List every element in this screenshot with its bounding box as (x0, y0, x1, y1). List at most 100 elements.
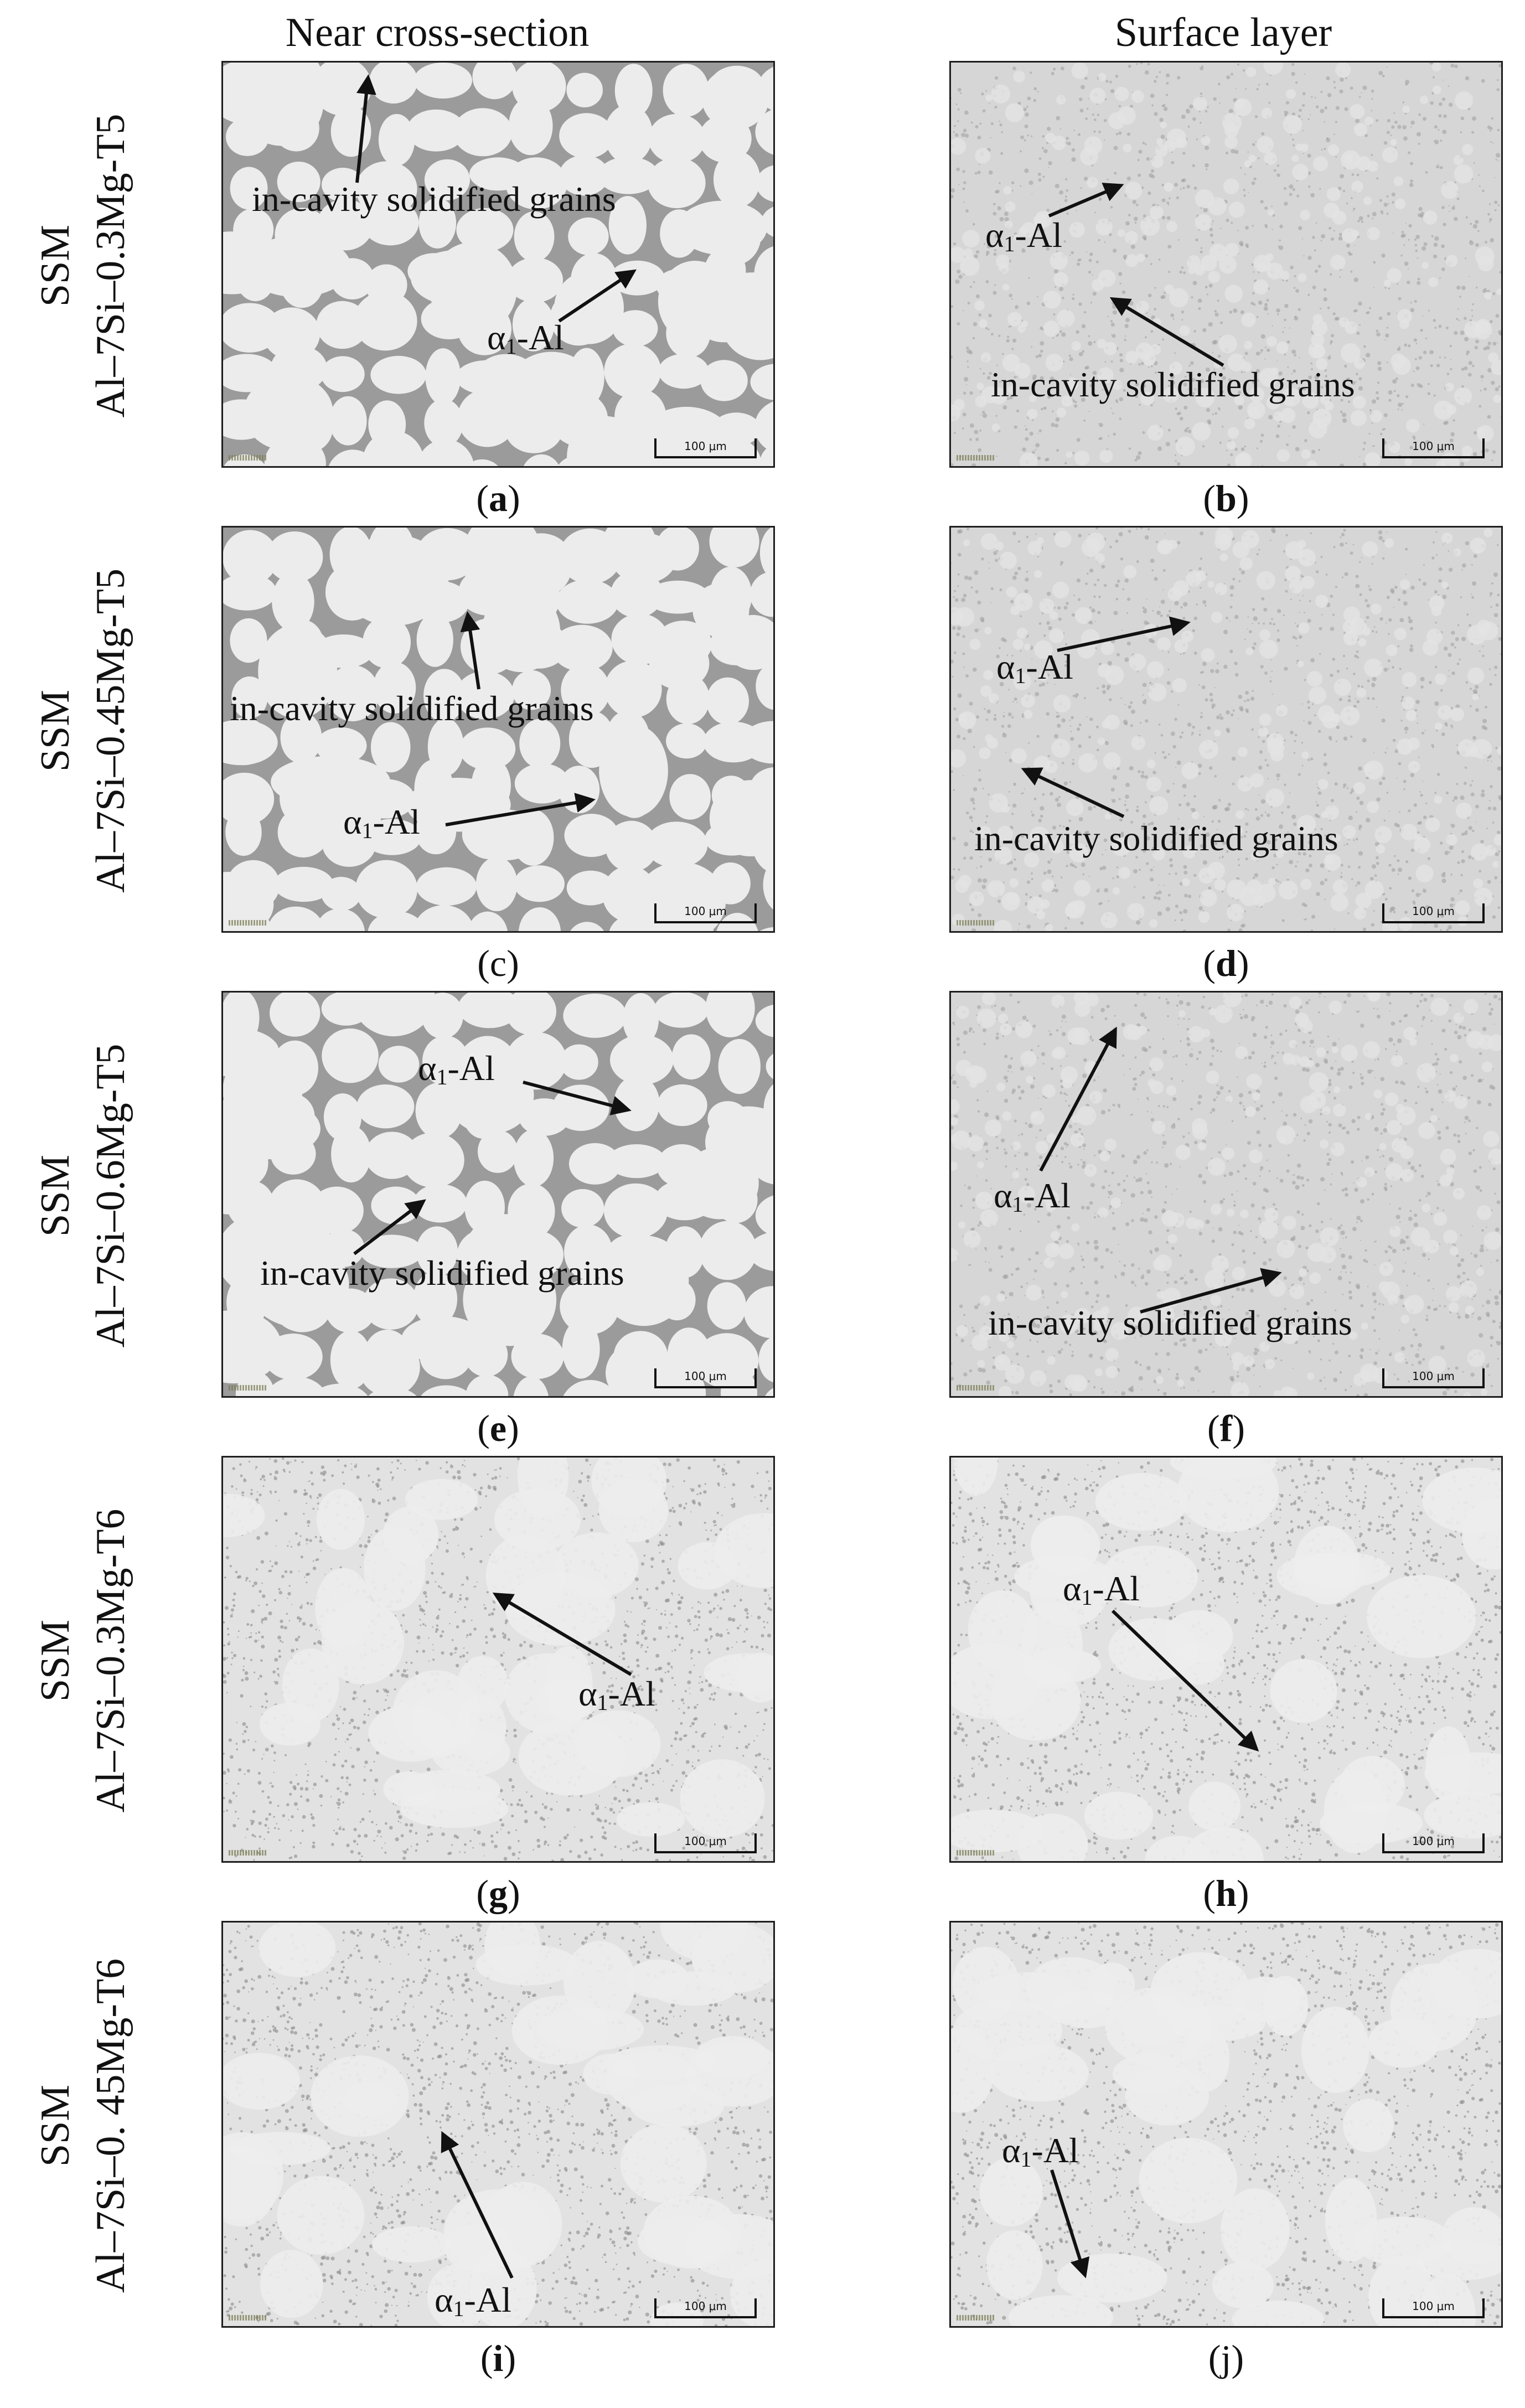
scale-bar-label: 100 μm (684, 905, 727, 918)
annotation-label: α1-Al (435, 2280, 511, 2322)
microscope-label (957, 1850, 995, 1856)
row-label: SSM Al–7Si–0.45Mg-T5 (0, 526, 166, 936)
scale-bar: 100 μm (1382, 903, 1485, 923)
annotation-label: α1-Al (994, 1176, 1071, 1217)
microscope-label (957, 920, 995, 926)
micrograph-texture (951, 1458, 1501, 1861)
micrograph-g: 100 μm (221, 1456, 775, 1863)
panel-caption: (c) (477, 942, 519, 984)
scale-bar: 100 μm (1382, 2298, 1485, 2318)
panel-caption: (i) (480, 2337, 516, 2379)
caption-letter: i (493, 2337, 504, 2379)
row-label-process: SSM (33, 689, 78, 772)
panel-caption: (f) (1207, 1407, 1245, 1449)
row-label-process: SSM (33, 224, 78, 307)
annotation-label: in-cavity solidified grains (252, 179, 616, 219)
micrograph-j: 100 μm (949, 1921, 1503, 2328)
panel-caption: (d) (1203, 942, 1249, 984)
row-label: SSM Al–7Si–0. 45Mg-T6 (0, 1921, 166, 2331)
row-label-process: SSM (33, 1154, 78, 1237)
row-label-alloy: Al–7Si–0. 45Mg-T6 (88, 1958, 133, 2293)
scale-bar-label: 100 μm (684, 440, 727, 453)
annotation-label: α1-Al (985, 215, 1062, 257)
panel-caption: (b) (1203, 477, 1249, 519)
annotation-label: α1-Al (418, 1048, 495, 1090)
microscope-label (229, 455, 267, 461)
row-label: SSM Al–7Si–0.3Mg-T5 (0, 61, 166, 471)
column-heading-surface: Surface layer (1114, 10, 1332, 55)
row-label-alloy: Al–7Si–0.3Mg-T6 (88, 1508, 133, 1813)
micrograph-a: 100 μm (221, 61, 775, 468)
micrograph-h: 100 μm (949, 1456, 1503, 1863)
annotation-label: α1-Al (487, 318, 564, 359)
microscope-label (957, 1385, 995, 1391)
scale-bar: 100 μm (1382, 1368, 1485, 1388)
micrograph-texture (951, 1923, 1501, 2326)
panel-caption: (a) (476, 477, 520, 519)
micrograph-texture (223, 993, 773, 1396)
row-label-alloy: Al–7Si–0.45Mg-T5 (88, 569, 133, 893)
micrograph-texture (951, 528, 1501, 931)
microscope-label (957, 455, 995, 461)
microscope-label (229, 920, 267, 926)
micrograph-texture (223, 1923, 773, 2326)
scale-bar: 100 μm (654, 1368, 757, 1388)
caption-letter: d (1216, 942, 1237, 984)
micrograph-e: 100 μm (221, 991, 775, 1398)
microscope-label (229, 1850, 267, 1856)
annotation-label: in-cavity solidified grains (230, 689, 594, 728)
micrograph-b: 100 μm (949, 61, 1503, 468)
annotation-label: in-cavity solidified grains (991, 365, 1355, 404)
scale-bar-label: 100 μm (684, 2300, 727, 2313)
row-label-alloy: Al–7Si–0.3Mg-T5 (88, 113, 133, 418)
caption-letter: a (489, 477, 508, 519)
annotation-label: α1-Al (1002, 2131, 1079, 2172)
micrograph-c: 100 μm (221, 526, 775, 933)
scale-bar-label: 100 μm (1412, 1835, 1455, 1848)
panel-caption: (h) (1203, 1872, 1249, 1914)
annotation-label: in-cavity solidified grains (988, 1303, 1352, 1342)
row-label-alloy: Al–7Si–0.6Mg-T5 (88, 1043, 133, 1348)
caption-letter: f (1219, 1407, 1233, 1449)
scale-bar-label: 100 μm (1412, 1370, 1455, 1383)
caption-letter: h (1216, 1872, 1237, 1914)
microscope-label (229, 2315, 267, 2321)
scale-bar: 100 μm (1382, 1833, 1485, 1853)
row-label: SSM Al–7Si–0.6Mg-T5 (0, 991, 166, 1401)
scale-bar: 100 μm (654, 2298, 757, 2318)
scale-bar-label: 100 μm (684, 1835, 727, 1848)
micrograph-i: 100 μm (221, 1921, 775, 2328)
micrograph-texture (223, 528, 773, 931)
panel-caption: (g) (476, 1872, 520, 1914)
caption-letter: j (1221, 2337, 1232, 2379)
scale-bar-label: 100 μm (1412, 905, 1455, 918)
micrograph-texture (951, 63, 1501, 466)
caption-letter: g (489, 1872, 508, 1914)
row-label: SSM Al–7Si–0.3Mg-T6 (0, 1456, 166, 1866)
caption-letter: e (489, 1407, 507, 1449)
row-label-process: SSM (33, 2084, 78, 2167)
scale-bar-label: 100 μm (1412, 2300, 1455, 2313)
caption-letter: b (1216, 477, 1237, 519)
scale-bar: 100 μm (654, 438, 757, 458)
annotation-label: in-cavity solidified grains (260, 1253, 624, 1293)
micrograph-texture (223, 1458, 773, 1861)
scale-bar: 100 μm (654, 1833, 757, 1853)
caption-letter: c (489, 942, 507, 984)
microscope-label (957, 2315, 995, 2321)
row-label-process: SSM (33, 1619, 78, 1702)
annotation-label: in-cavity solidified grains (974, 819, 1338, 858)
scale-bar: 100 μm (654, 903, 757, 923)
scale-bar: 100 μm (1382, 438, 1485, 458)
annotation-label: α1-Al (578, 1674, 655, 1715)
micrograph-d: 100 μm (949, 526, 1503, 933)
annotation-label: α1-Al (343, 802, 420, 844)
panel-caption: (j) (1208, 2337, 1244, 2379)
scale-bar-label: 100 μm (1412, 440, 1455, 453)
micrograph-texture (223, 63, 773, 466)
column-heading-center: Near cross-section centre (285, 10, 590, 105)
annotation-label: α1-Al (996, 647, 1073, 689)
scale-bar-label: 100 μm (684, 1370, 727, 1383)
annotation-label: α1-Al (1063, 1569, 1140, 1610)
panel-caption: (e) (477, 1407, 519, 1449)
